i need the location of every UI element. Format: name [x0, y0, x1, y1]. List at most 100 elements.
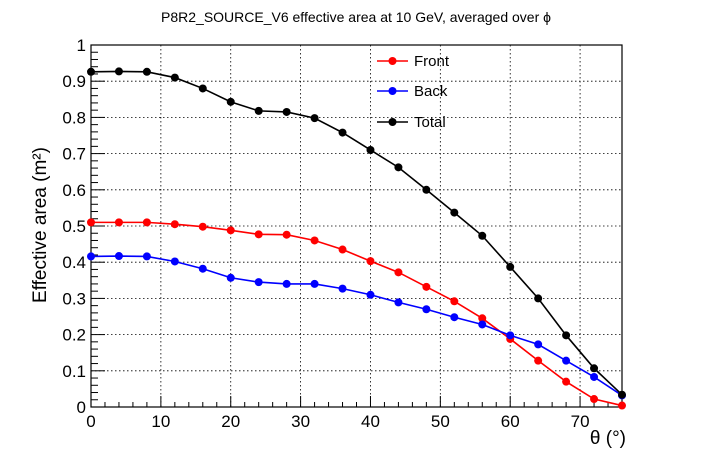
data-point-back [282, 279, 291, 288]
y-tick-label: 0.8 [62, 108, 86, 127]
data-point-back [114, 252, 123, 261]
legend: Front Back Total [377, 53, 450, 131]
data-point-back [366, 290, 375, 299]
data-point-back [198, 264, 207, 273]
x-tick-label: 0 [86, 412, 95, 431]
x-tick-label: 40 [361, 412, 380, 431]
x-tick-label: 60 [501, 412, 520, 431]
y-tick-label: 0.6 [62, 181, 86, 200]
y-tick-label: 1 [77, 36, 86, 55]
data-point-front [282, 230, 291, 239]
y-axis-title: Effective area (m²) [30, 147, 51, 303]
data-point-front [142, 218, 151, 227]
y-tick-label: 0.2 [62, 326, 86, 345]
y-tick-label: 0 [77, 398, 86, 417]
series-line-back [90, 255, 623, 397]
series-line-total [90, 70, 623, 396]
data-point-back [170, 257, 179, 266]
data-point-front [338, 245, 347, 254]
x-tick-label: 70 [571, 412, 590, 431]
data-point-total [338, 128, 347, 137]
data-point-front [618, 401, 626, 410]
data-point-back [394, 298, 403, 307]
data-point-total [506, 262, 515, 271]
grid-lines [91, 45, 622, 407]
data-point-total [366, 145, 375, 154]
data-point-total [87, 67, 95, 76]
series-front [87, 218, 626, 410]
data-point-total [114, 67, 123, 76]
data-point-back [590, 372, 599, 381]
legend-item-front: Front [377, 53, 450, 70]
series-line-front [91, 221, 623, 407]
legend-marker-total [388, 118, 397, 126]
legend-marker-front [388, 57, 397, 65]
x-tick-label: 20 [221, 412, 240, 431]
data-point-front [366, 257, 375, 266]
data-point-front [450, 297, 459, 306]
data-point-back [422, 305, 431, 314]
data-point-total [198, 84, 207, 93]
x-tick-label: 10 [151, 412, 170, 431]
chart-title: P8R2_SOURCE_V6 effective area at 10 GeV,… [161, 9, 551, 25]
data-point-front [590, 395, 599, 404]
data-point-total [562, 331, 571, 340]
data-point-total [226, 97, 235, 106]
data-point-back [142, 252, 151, 261]
data-point-total [170, 73, 179, 82]
data-point-total [142, 67, 151, 76]
data-point-back [534, 340, 543, 349]
data-point-total [310, 114, 319, 123]
data-point-total [534, 294, 543, 303]
legend-item-back: Back [377, 83, 448, 100]
legend-marker-back [388, 87, 397, 95]
data-point-front [114, 218, 123, 227]
data-point-front [226, 226, 235, 235]
data-point-back [87, 252, 95, 261]
series-back [87, 252, 626, 400]
data-point-back [254, 278, 263, 287]
y-tick-label: 0.4 [62, 253, 86, 272]
data-point-back [506, 331, 515, 340]
data-point-total [450, 208, 459, 217]
series-layer [87, 67, 626, 410]
legend-label-total: Total [414, 114, 446, 131]
y-tick-label: 0.9 [62, 72, 86, 91]
data-point-back [310, 279, 319, 288]
legend-label-front: Front [414, 53, 450, 70]
legend-item-total: Total [377, 114, 446, 131]
data-point-back [478, 320, 487, 329]
data-point-back [226, 273, 235, 282]
legend-label-back: Back [414, 83, 448, 100]
y-tick-label: 0.1 [62, 362, 86, 381]
data-point-total [590, 364, 599, 373]
data-point-total [422, 185, 431, 194]
data-point-front [478, 314, 487, 323]
data-point-front [422, 282, 431, 291]
data-point-front [170, 220, 179, 229]
y-tick-label: 0.7 [62, 145, 86, 164]
y-tick-label: 0.5 [62, 217, 86, 236]
data-point-front [87, 218, 95, 227]
series-total [87, 67, 626, 399]
y-tick-label: 0.3 [62, 289, 86, 308]
data-point-total [394, 163, 403, 172]
data-point-front [394, 268, 403, 277]
x-tick-label: 30 [291, 412, 310, 431]
data-point-front [562, 377, 571, 386]
data-point-total [282, 107, 291, 116]
axis-ticks: 0 10 20 30 40 50 60 70 0 0.1 0.2 0.3 0.4 0.5 0.6 0.7 0.8… [62, 36, 623, 431]
data-point-front [254, 230, 263, 239]
data-point-total [478, 231, 487, 240]
data-point-back [450, 313, 459, 322]
data-point-total [254, 106, 263, 115]
data-point-front [198, 222, 207, 231]
x-tick-label: 50 [431, 412, 450, 431]
data-point-back [338, 284, 347, 293]
x-axis-title: θ (°) [590, 428, 626, 449]
data-point-total [618, 390, 626, 399]
data-point-front [534, 356, 543, 365]
data-point-back [562, 356, 571, 365]
data-point-front [310, 236, 319, 245]
